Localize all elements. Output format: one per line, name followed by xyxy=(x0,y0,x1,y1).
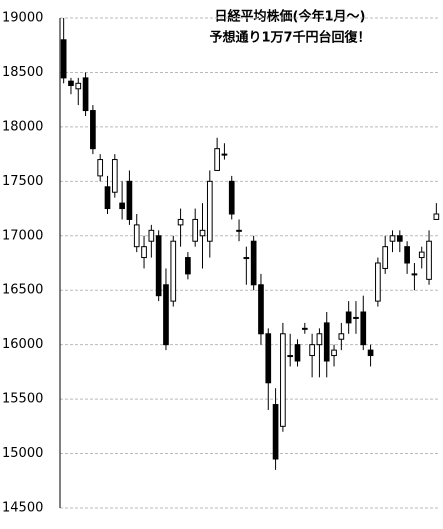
candle-body xyxy=(177,218,184,226)
candle-body xyxy=(382,246,389,269)
candle-body xyxy=(82,77,89,112)
y-tick-label: 14500 xyxy=(2,501,43,516)
candle-body xyxy=(155,235,162,297)
candle-body xyxy=(367,349,374,357)
candle-body xyxy=(323,322,330,362)
candle-body xyxy=(360,311,367,346)
candle-body xyxy=(396,235,403,242)
candle-body xyxy=(170,240,177,302)
candle-body xyxy=(104,186,111,210)
candle-body xyxy=(185,257,191,275)
candle-body xyxy=(214,148,220,171)
candle-body xyxy=(258,284,264,335)
chart-title: 日経平均株価(今年1月～) xyxy=(215,9,366,25)
candle-body xyxy=(221,153,228,156)
candle-body xyxy=(206,180,213,242)
candle-body xyxy=(331,349,337,357)
candle-body xyxy=(75,82,82,90)
candle-body xyxy=(148,229,155,242)
candle-body xyxy=(243,257,250,260)
candle-body xyxy=(90,110,96,150)
y-tick-label: 16000 xyxy=(2,337,43,352)
candle-body xyxy=(192,218,199,242)
candle-body xyxy=(111,159,118,193)
candle-body xyxy=(199,229,206,237)
y-tick-label: 19000 xyxy=(2,11,43,26)
candle-body xyxy=(338,333,345,340)
candle-body xyxy=(236,229,242,232)
candle-body xyxy=(272,404,279,460)
candle-body xyxy=(426,240,432,280)
candle-body xyxy=(228,180,235,215)
candle-body xyxy=(353,316,359,319)
candle-body xyxy=(316,333,323,346)
candle-body xyxy=(68,80,74,87)
y-tick-label: 18000 xyxy=(2,119,43,134)
candle-body xyxy=(133,224,140,248)
candle-body xyxy=(294,344,301,362)
candle-body xyxy=(265,333,272,384)
candle-body xyxy=(163,284,169,346)
candle-body xyxy=(418,251,425,259)
candle-body xyxy=(126,180,133,220)
y-tick-label: 17000 xyxy=(2,228,43,243)
candle-body xyxy=(119,202,125,210)
y-tick-label: 16500 xyxy=(2,283,43,298)
candle-body xyxy=(411,273,418,276)
candle-body xyxy=(301,327,308,330)
y-tick-label: 17500 xyxy=(2,174,43,189)
candle-body xyxy=(389,235,396,242)
candle-body xyxy=(141,246,147,259)
candle-body xyxy=(280,333,286,427)
candle-body xyxy=(345,311,352,324)
chart-subtitle: 予想通り1万7千円台回復！ xyxy=(209,30,370,46)
candle-body xyxy=(433,213,440,220)
y-tick-label: 15000 xyxy=(2,446,43,461)
candle-body xyxy=(309,344,315,357)
candle-body xyxy=(60,39,67,79)
y-tick-label: 18500 xyxy=(2,65,43,80)
candle-body xyxy=(404,246,410,264)
candle-body xyxy=(287,355,294,358)
candle-body xyxy=(97,159,104,177)
candle-body xyxy=(375,262,381,302)
candle-body xyxy=(250,240,257,286)
y-tick-label: 15500 xyxy=(2,392,43,407)
